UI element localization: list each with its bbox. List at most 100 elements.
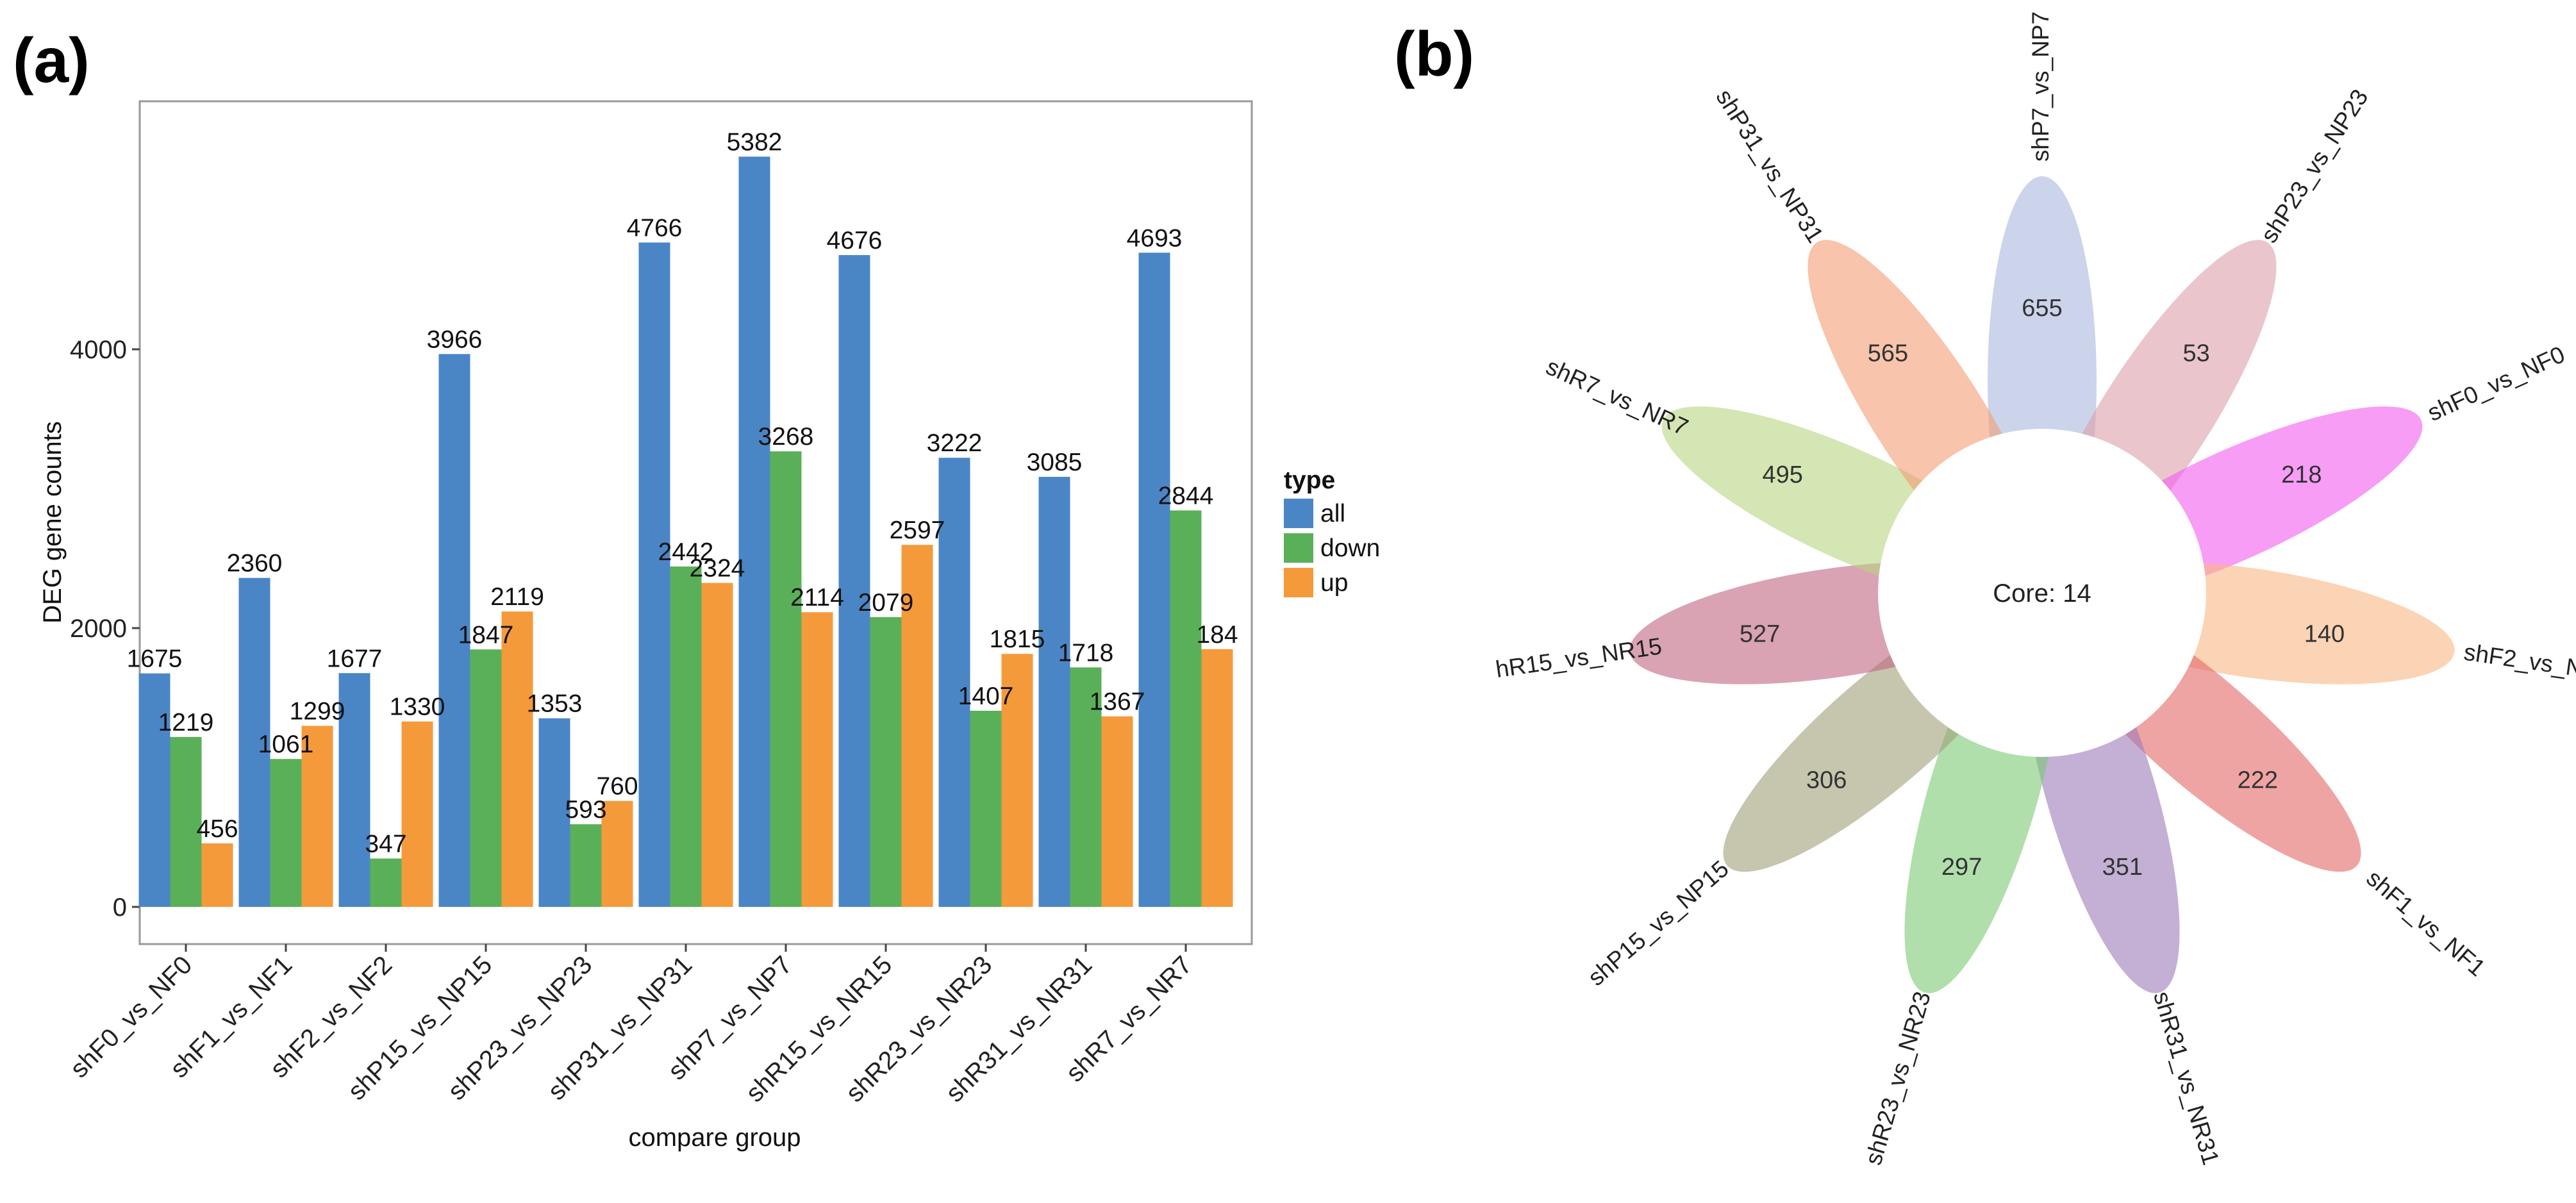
legend-swatch-all (1284, 499, 1313, 528)
bar-up (201, 843, 233, 907)
petal-value: 655 (2022, 295, 2062, 322)
petal-label: shF2_vs_NF2 (2463, 639, 2576, 686)
bar-value-label: 2114 (790, 584, 844, 611)
petal-value: 495 (1763, 461, 1803, 488)
bar-down (270, 759, 302, 907)
bar-down (1170, 510, 1202, 907)
petal-value: 140 (2304, 620, 2345, 647)
bar-value-label: 1367 (1090, 688, 1145, 716)
bar-value-label: 3268 (758, 423, 814, 451)
core-circle (1878, 429, 2206, 757)
bar-all (1138, 253, 1170, 908)
petal-value: 218 (2281, 461, 2322, 488)
petal-values: 655 53 218 140 222 351 297 306 527 495 565 (1740, 295, 2345, 881)
bar-down (470, 649, 502, 907)
bar-all (638, 242, 670, 907)
bar-value-label: 2324 (690, 555, 745, 583)
bar-down (370, 858, 402, 907)
legend-title: type (1284, 467, 1335, 494)
bar-all (538, 718, 570, 907)
petal-label: shF0_vs_NF0 (2423, 341, 2569, 426)
legend-entry-down: down (1320, 535, 1380, 562)
bar-value-label: 1219 (158, 709, 214, 736)
y-tick-label: 0 (113, 893, 127, 922)
core-label: Core: 14 (1993, 579, 2091, 608)
bar-all (738, 156, 770, 907)
bar-down (1070, 667, 1102, 907)
petal-label: hR15_vs_NR15 (1494, 633, 1663, 683)
bar-up (1201, 649, 1233, 907)
bar-up (401, 721, 433, 907)
bar-down (570, 824, 602, 907)
bar-value-label: 593 (565, 796, 606, 824)
y-tick-label: 4000 (70, 336, 127, 364)
petal-value: 306 (1806, 767, 1847, 793)
bar-down (170, 736, 202, 907)
y-tick-label: 2000 (70, 615, 127, 643)
bar-up (701, 583, 733, 907)
petal-value: 222 (2238, 767, 2278, 793)
bar-value-label: 2442 (658, 538, 714, 566)
y-axis-title: DEG gene counts (38, 421, 67, 624)
bar-value-label: 2079 (858, 589, 914, 617)
bar-value-label: 760 (596, 773, 638, 801)
bar-up (301, 726, 333, 907)
petal-label: shR31_vs_NR31 (2148, 988, 2224, 1168)
petal-label: shP15_vs_NP15 (1583, 856, 1734, 991)
bar-value-label: 1330 (390, 693, 445, 721)
flower-diagram: Core: 14 655 53 218 140 222 351 297 306 527 495 56… (1494, 12, 2576, 1168)
petal-label: shF1_vs_NF1 (2361, 865, 2490, 981)
bar-down (770, 451, 802, 907)
bar-all (838, 254, 870, 908)
bar-value-label: 2360 (227, 550, 283, 577)
y-axis-ticks: 0 2000 4000 (70, 336, 140, 922)
bar-value-label: 1815 (990, 626, 1045, 653)
bar-up (901, 545, 933, 907)
bar-all (938, 458, 970, 907)
petal-value: 351 (2102, 854, 2143, 881)
bar-up (601, 801, 633, 907)
x-axis-ticks: shF0_vs_NF0shF1_vs_NF1shF2_vs_NF2shP15_v… (65, 944, 1197, 1108)
bar-up (1001, 654, 1033, 907)
petal-value: 527 (1740, 620, 1780, 647)
bar-all (1038, 477, 1070, 907)
bar-value-label: 456 (196, 815, 238, 843)
petal-label: shR7_vs_NR7 (1542, 353, 1692, 440)
panel-a-label: (a) (13, 25, 90, 95)
bar-value-label: 1407 (958, 683, 1014, 710)
bar-value-label: 347 (365, 831, 406, 858)
petal-value: 565 (1868, 340, 1908, 367)
bar-down (670, 566, 702, 907)
legend: type all down up (1284, 467, 1380, 597)
bar-value-label: 1677 (327, 645, 383, 672)
petal-label: shR23_vs_NR23 (1860, 988, 1936, 1168)
bar-labels: 1675 1219 456 2360 1061 1299 1677 347 1330 3966 18… (127, 128, 1238, 858)
bar-up (501, 611, 533, 907)
bar-up (801, 612, 833, 907)
petal-label: shP23_vs_NP23 (2256, 85, 2373, 247)
bar-value-label: 3966 (427, 326, 483, 353)
petal-label: shP7_vs_NP7 (2027, 12, 2054, 162)
bar-value-label: 184 (1196, 621, 1238, 649)
bar-value-label: 2844 (1158, 482, 1214, 510)
bars (138, 156, 1233, 908)
bar-value-label: 1675 (127, 645, 183, 673)
x-axis-title: compare group (628, 1124, 801, 1152)
bar-value-label: 4766 (627, 214, 683, 242)
bar-all (438, 354, 470, 907)
bar-all (238, 577, 270, 907)
petal-value: 297 (1941, 854, 1982, 881)
bar-value-label: 2597 (890, 517, 945, 544)
bar-value-label: 3085 (1027, 449, 1083, 476)
petal-value: 53 (2182, 340, 2209, 367)
panel-b-label: (b) (1394, 19, 1474, 89)
legend-entry-all: all (1320, 500, 1345, 527)
bar-value-label: 2119 (490, 583, 544, 611)
bar-down (870, 617, 902, 907)
bar-value-label: 4693 (1127, 224, 1183, 252)
bar-value-label: 1299 (290, 697, 345, 725)
legend-swatch-down (1284, 533, 1313, 563)
bar-value-label: 1353 (527, 690, 583, 718)
legend-swatch-up (1284, 568, 1313, 597)
